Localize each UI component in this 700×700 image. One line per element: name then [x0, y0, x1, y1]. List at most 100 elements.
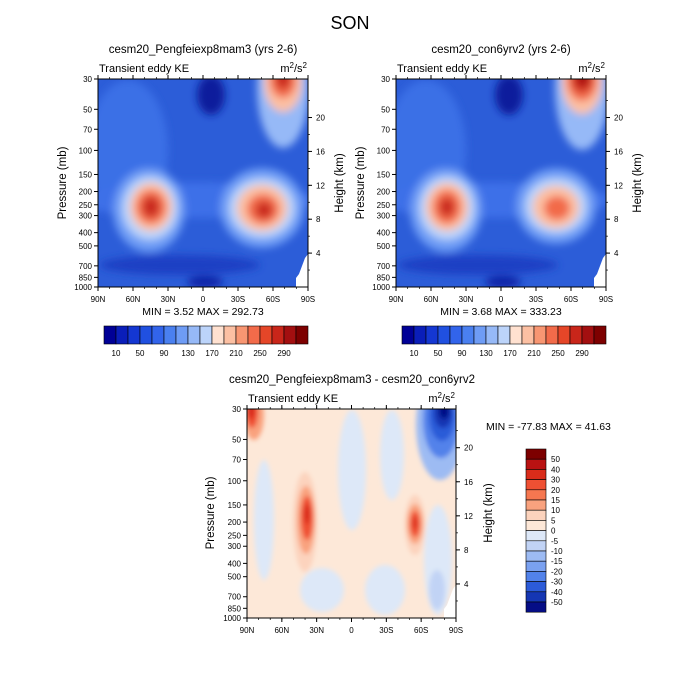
y-tick-label: 500 — [228, 573, 242, 582]
y-tick-label: 30 — [381, 75, 390, 84]
y-tick-label: 70 — [83, 125, 92, 134]
colorbar-label: 50 — [434, 349, 443, 358]
colorbar-label: -15 — [551, 557, 563, 566]
x-tick-label: 60S — [266, 295, 280, 304]
panel-title: cesm20_con6yrv2 (yrs 2-6) — [431, 44, 570, 56]
colorbar-swatch — [569, 325, 583, 345]
panel-difference: cesm20_Pengfeiexp8mam3 - cesm20_con6yrv2… — [205, 374, 611, 635]
colorbar-swatch — [211, 325, 225, 345]
colorbar-label: 10 — [112, 349, 121, 358]
nh-stratospheric-positive-l3 — [247, 409, 255, 419]
colorbar-label: 0 — [551, 527, 556, 536]
y-tick-label: 500 — [79, 242, 93, 251]
y-tick-label: 1000 — [372, 283, 390, 292]
units-label: m2/s2 — [578, 61, 605, 75]
colorbar-swatch — [127, 325, 141, 345]
variable-label: Transient eddy KE — [397, 63, 487, 75]
colorbar-swatch — [461, 325, 475, 345]
y-tick-label: 150 — [79, 170, 93, 179]
colorbar-swatch — [525, 601, 547, 613]
neg-band-subtrop — [300, 568, 344, 612]
neg-band-equator — [338, 410, 366, 530]
colorbar-swatch — [497, 325, 511, 345]
colorbar-swatch — [187, 325, 201, 345]
y-tick-label: 1000 — [223, 614, 241, 623]
neg-band-sh-low — [365, 565, 405, 615]
y-tick-label: 300 — [377, 212, 391, 221]
y-tick-label: 100 — [228, 477, 242, 486]
y2-tick-label: 12 — [464, 512, 473, 521]
x-tick-label: 60N — [126, 295, 141, 304]
y2-axis-title: Height (km) — [632, 153, 644, 213]
x-tick-label: 30N — [309, 626, 324, 635]
colorbar-label: 130 — [479, 349, 493, 358]
x-tick-label: 60N — [274, 626, 289, 635]
y-tick-label: 30 — [83, 75, 92, 84]
y2-tick-label: 8 — [316, 215, 321, 224]
colorbar-swatch — [223, 325, 237, 345]
colorbar-swatch — [115, 325, 129, 345]
y2-tick-label: 16 — [464, 478, 473, 487]
colorbar-label: 250 — [253, 349, 267, 358]
strato-polar-l4 — [572, 79, 592, 92]
figure-title: SON — [330, 13, 369, 33]
min-max-stats: MIN = 3.52 MAX = 292.73 — [142, 306, 264, 318]
colorbar-swatch — [449, 325, 463, 345]
strato-polar-l4 — [276, 79, 290, 89]
y-tick-label: 70 — [381, 125, 390, 134]
colorbar-swatch — [283, 325, 297, 345]
x-tick-label: 60S — [414, 626, 428, 635]
colorbar-swatch — [401, 325, 415, 345]
colorbar-label: 250 — [551, 349, 565, 358]
colorbar-label: 40 — [551, 465, 560, 474]
y2-tick-label: 8 — [614, 215, 619, 224]
x-tick-label: 60N — [424, 295, 439, 304]
sh-stratospheric-negative-l5 — [439, 409, 449, 419]
y-tick-label: 50 — [381, 105, 390, 114]
colorbar-label: -50 — [551, 598, 563, 607]
topography-mask — [594, 254, 606, 287]
colorbar-swatch — [525, 489, 547, 501]
y2-tick-label: 12 — [316, 181, 325, 190]
colorbar-swatch — [525, 469, 547, 480]
y-tick-label: 50 — [232, 435, 241, 444]
y-tick-label: 700 — [79, 262, 93, 271]
colorbar-swatch — [139, 325, 153, 345]
y2-tick-label: 20 — [316, 114, 325, 123]
panel-title: cesm20_Pengfeiexp8mam3 (yrs 2-6) — [109, 44, 298, 56]
y2-tick-label: 4 — [614, 249, 619, 258]
y-tick-label: 150 — [377, 170, 391, 179]
panel-control: cesm20_con6yrv2 (yrs 2-6) Transient eddy… — [355, 44, 644, 358]
colorbar-swatch — [525, 530, 547, 542]
colorbar-label: 20 — [551, 486, 560, 495]
y2-tick-label: 20 — [614, 114, 623, 123]
y-tick-label: 30 — [232, 405, 241, 414]
y2-tick-label: 16 — [614, 147, 623, 156]
sh-storm-track-l4 — [544, 196, 570, 220]
strato-polar-l5 — [578, 79, 588, 85]
y-tick-label: 200 — [377, 188, 391, 197]
colorbar-label: 290 — [575, 349, 589, 358]
colorbar-label: 50 — [551, 455, 560, 464]
x-tick-label: 90S — [449, 626, 463, 635]
x-tick-label: 0 — [349, 626, 354, 635]
surface-low-band — [100, 255, 260, 275]
tropical-minimum — [495, 79, 523, 115]
y-tick-label: 500 — [377, 242, 391, 251]
colorbar-swatch — [525, 499, 547, 511]
y2-axis-title: Height (km) — [483, 483, 495, 543]
colorbar-swatch — [473, 325, 487, 345]
colorbar-swatch — [437, 325, 451, 345]
colorbar-label: 10 — [410, 349, 419, 358]
colorbar-swatch — [295, 325, 309, 345]
colorbar-label: -40 — [551, 588, 563, 597]
colorbar-label: 130 — [181, 349, 195, 358]
colorbar-label: -10 — [551, 547, 563, 556]
colorbar-label: 170 — [205, 349, 219, 358]
sh-storm-track-l5 — [256, 202, 272, 218]
colorbar-swatch — [103, 325, 117, 345]
sh-storm-positive-l4 — [413, 517, 417, 529]
colorbar-label: -5 — [551, 537, 559, 546]
colorbar-swatch — [235, 325, 249, 345]
